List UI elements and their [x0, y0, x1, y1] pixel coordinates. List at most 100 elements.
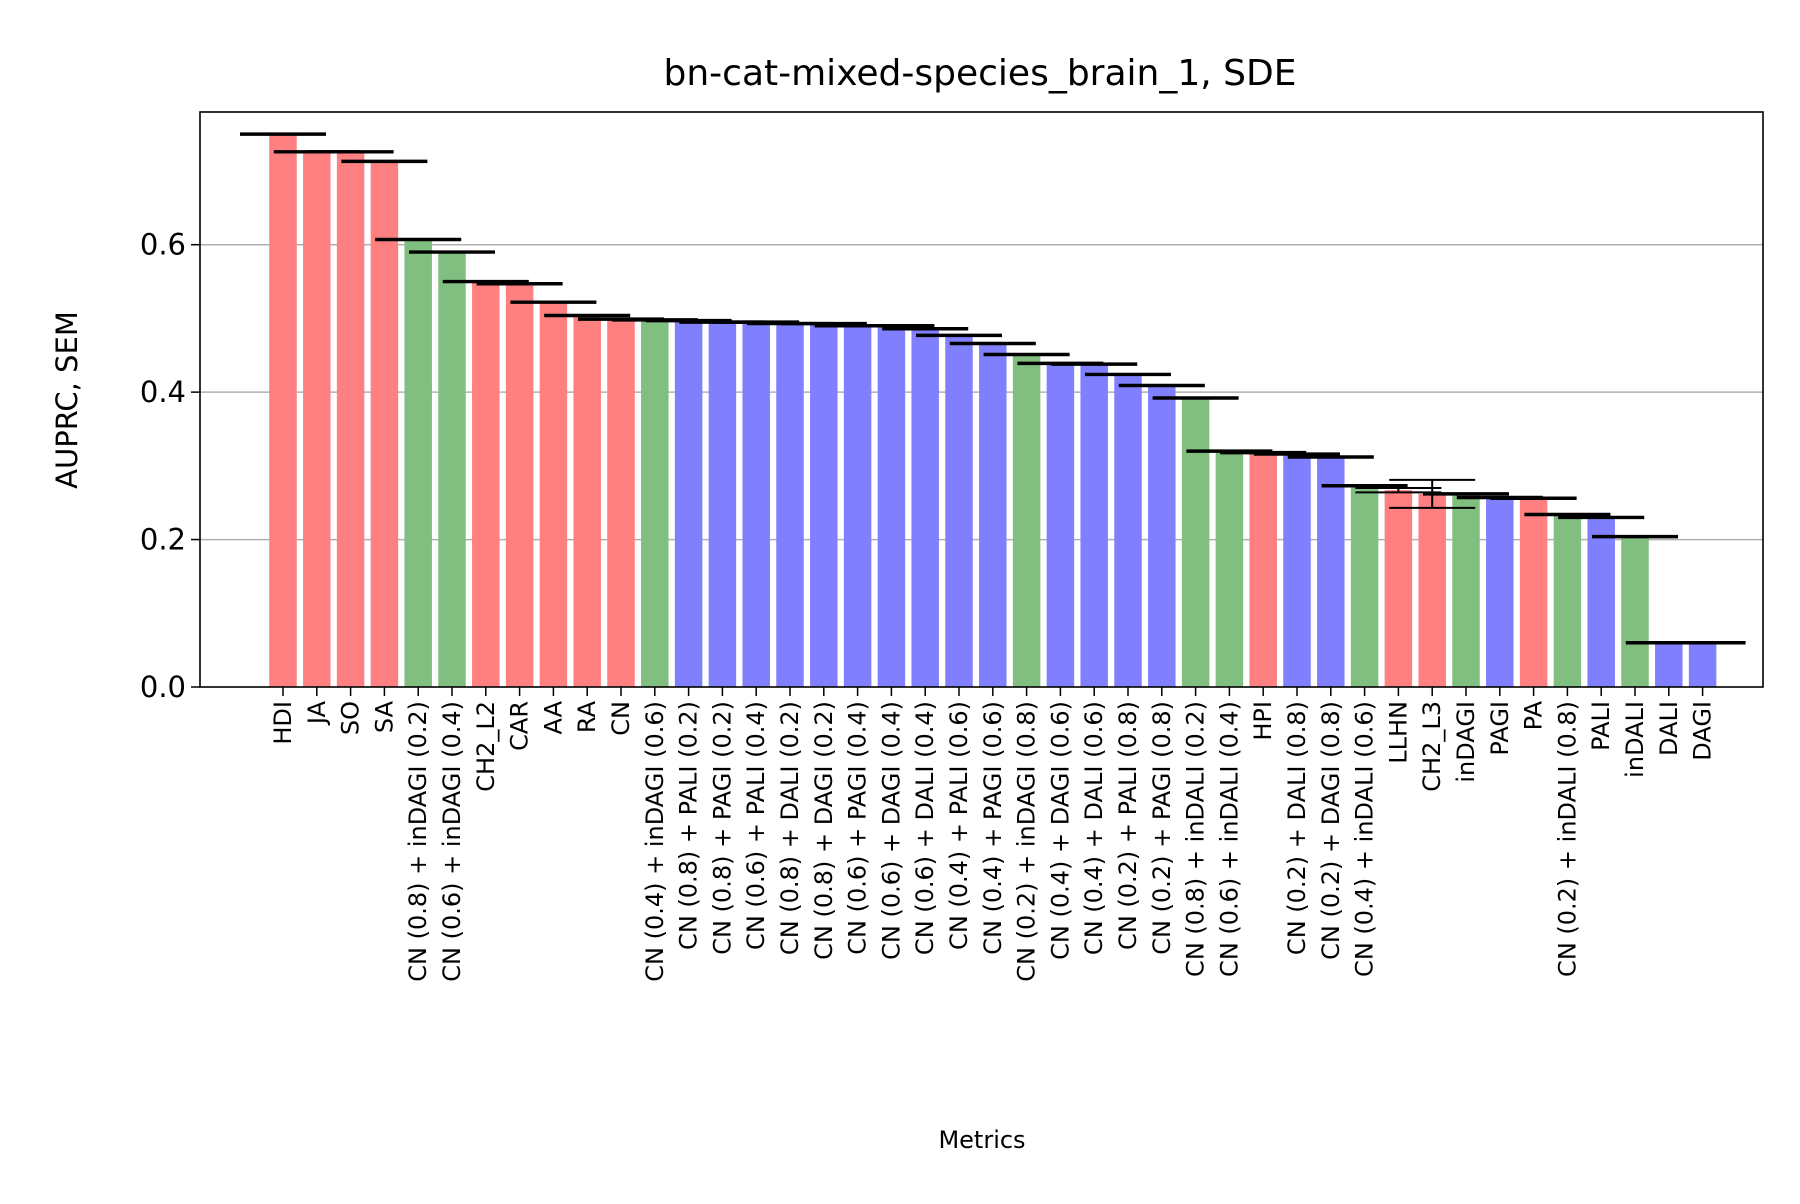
chart-title: bn-cat-mixed-species_brain_1, SDE: [664, 53, 1297, 94]
x-tick-label: CN (0.2) + DALI (0.8): [1283, 701, 1311, 955]
x-tick-label: CN (0.8) + DAGI (0.2): [810, 701, 838, 960]
bar: [1148, 385, 1176, 687]
x-tick-label: RA: [573, 700, 601, 733]
x-tick-label: HPI: [1249, 701, 1277, 741]
bar: [1249, 452, 1277, 687]
bar: [1283, 454, 1311, 687]
x-tick-label: inDALI: [1621, 701, 1649, 778]
bar: [877, 325, 906, 687]
x-tick-label: PA: [1520, 700, 1548, 730]
bar: [1317, 457, 1345, 687]
y-axis-label: AUPRC, SEM: [50, 311, 84, 489]
x-tick-label: CH2_L3: [1418, 701, 1446, 792]
x-tick-label: CN (0.6) + PAGI (0.4): [844, 701, 872, 955]
bar: [1384, 490, 1413, 687]
bar: [269, 134, 297, 688]
x-tick-label: CN (0.8) + inDAGI (0.2): [404, 701, 432, 982]
y-tick-label: 0.6: [140, 228, 186, 262]
x-tick-label: PAGI: [1486, 701, 1514, 756]
bar: [1215, 451, 1244, 687]
bar: [404, 239, 432, 688]
bar: [1046, 363, 1075, 687]
bar: [1012, 354, 1041, 687]
bar: [1350, 485, 1379, 687]
bar: [1621, 536, 1649, 687]
x-tick-label: CN (0.2) + inDAGI (0.8): [1013, 701, 1041, 982]
bar: [1418, 493, 1446, 687]
bar: [1114, 374, 1142, 687]
x-tick-label: CN (0.6) + DAGI (0.4): [877, 701, 905, 960]
x-tick-label: CN (0.2) + PALI (0.8): [1114, 701, 1142, 950]
x-tick-label: CN (0.6) + inDALI (0.4): [1215, 701, 1243, 977]
x-tick-label: CN (0.8) + PAGI (0.2): [708, 701, 736, 955]
bar: [336, 151, 365, 688]
bar: [708, 322, 737, 687]
y-tick-label: 0.0: [140, 670, 186, 704]
x-axis-ticks: HDI JA SO SA CN (0.8) + inDAGI (0.2) CN (0.6)…: [269, 687, 1717, 982]
bar: [1655, 642, 1683, 687]
x-tick-label: CN (0.4) + inDALI (0.6): [1351, 701, 1379, 977]
x-tick-label: CN (0.6) + inDAGI (0.4): [438, 701, 466, 982]
bar: [1688, 642, 1717, 687]
bar: [945, 335, 973, 687]
x-tick-label: CN (0.4) + inDAGI (0.6): [641, 701, 669, 982]
x-tick-label: CN (0.8) + DALI (0.2): [776, 701, 804, 955]
x-tick-label: CN (0.6) + DALI (0.4): [911, 701, 939, 955]
x-tick-label: CN (0.2) + DAGI (0.8): [1317, 701, 1345, 960]
bar: [1080, 364, 1108, 687]
plot-frame: [199, 111, 1764, 688]
x-tick-label: SA: [370, 700, 398, 733]
bar: [1452, 493, 1480, 687]
bar: [1553, 514, 1582, 687]
bar: [674, 320, 703, 687]
bar: [810, 323, 838, 687]
x-tick-label: AA: [539, 700, 567, 734]
bar: [776, 323, 804, 687]
x-tick-label: DALI: [1655, 701, 1683, 756]
x-tick-label: inDAGI: [1452, 701, 1480, 783]
x-tick-label: CN (0.4) + DAGI (0.6): [1046, 701, 1074, 960]
bar: [438, 252, 466, 688]
bar: [843, 325, 872, 687]
bar: [1587, 517, 1615, 687]
bar: [1519, 498, 1548, 687]
x-tick-label: LLHN: [1384, 701, 1412, 764]
error-bars: [240, 132, 1746, 645]
bar: [641, 319, 669, 687]
x-tick-label: PALI: [1587, 701, 1615, 751]
x-tick-label: CN (0.8) + PALI (0.2): [675, 701, 703, 950]
y-tick-label: 0.4: [140, 375, 186, 409]
x-tick-label: CN (0.6) + PALI (0.4): [742, 701, 770, 950]
bar: [505, 283, 534, 687]
bar: [472, 281, 500, 687]
bar: [573, 315, 601, 687]
x-tick-label: DAGI: [1689, 701, 1717, 761]
x-tick-label: CN: [607, 701, 635, 736]
y-axis-ticks: 0.0 0.2 0.4 0.6: [140, 228, 200, 704]
x-tick-label: CN (0.4) + DALI (0.6): [1080, 701, 1108, 955]
x-tick-label: CN (0.2) + PAGI (0.8): [1148, 701, 1176, 955]
bar: [1486, 497, 1514, 687]
y-tick-label: 0.2: [140, 523, 186, 557]
x-tick-label: CAR: [506, 701, 534, 751]
x-axis-label: Metrics: [938, 1126, 1025, 1154]
x-tick-label: CN (0.2) + inDALI (0.8): [1553, 701, 1581, 977]
bar: [370, 161, 399, 688]
bar: [1181, 398, 1210, 687]
x-tick-label: SO: [337, 701, 365, 735]
x-tick-label: CH2_L2: [472, 701, 500, 792]
bar: [979, 343, 1007, 687]
bars: [269, 134, 1717, 688]
x-tick-label: CN (0.8) + inDALI (0.2): [1182, 701, 1210, 977]
x-tick-label: CN (0.4) + PALI (0.6): [945, 701, 973, 950]
bar: [742, 322, 770, 687]
bar: [303, 151, 331, 688]
x-tick-label: HDI: [269, 701, 297, 745]
x-tick-label: CN (0.4) + PAGI (0.6): [979, 701, 1007, 955]
bar: [607, 319, 635, 687]
bar: [911, 328, 939, 687]
bar: [539, 302, 568, 687]
x-tick-label: JA: [303, 700, 331, 726]
